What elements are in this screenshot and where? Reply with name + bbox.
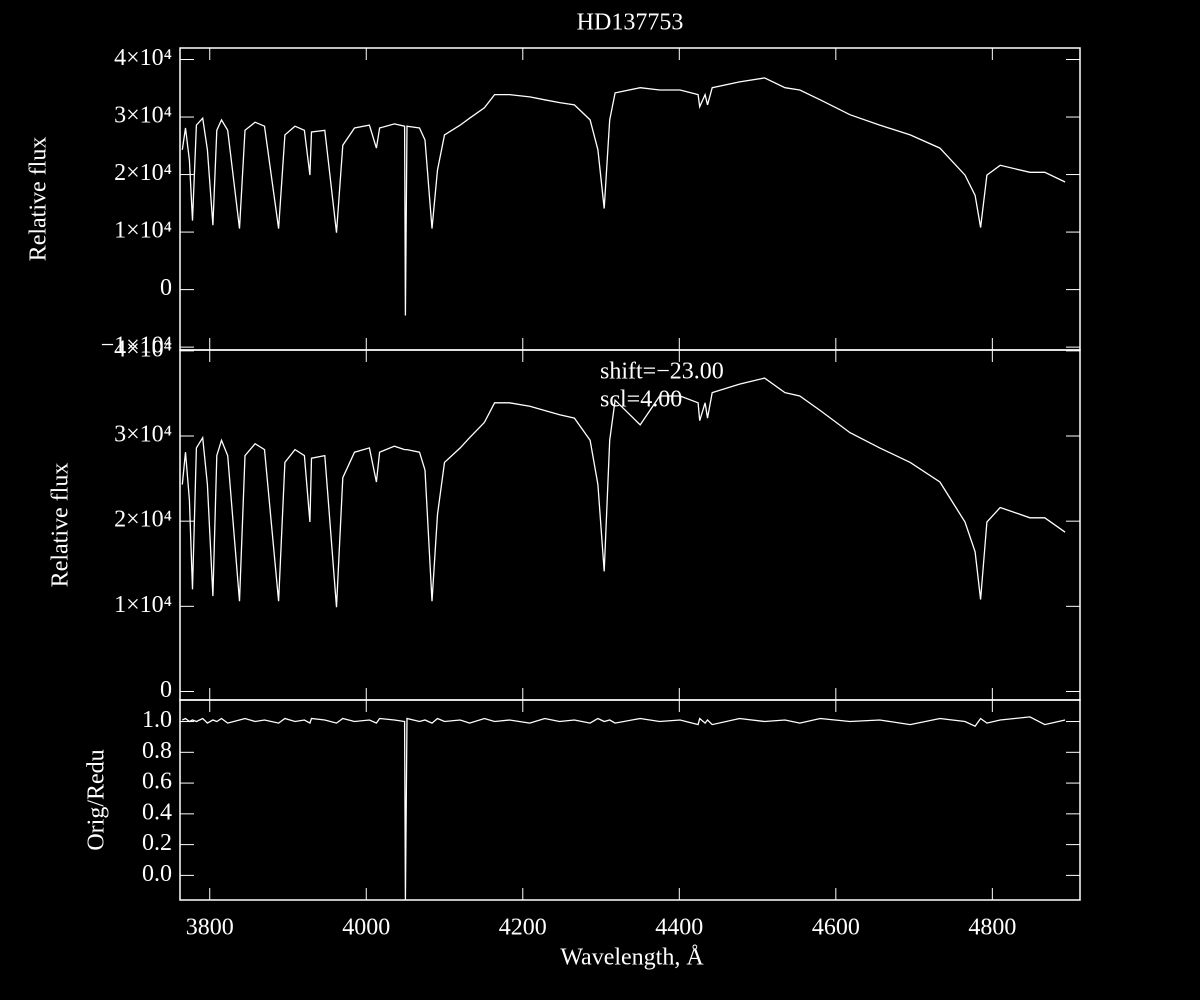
x-tick-label: 3800 [186,915,234,941]
y-tick-label: 3×10⁴ [114,422,172,448]
chart-title: HD137753 [577,10,684,36]
y-tick-label: 0.8 [142,738,172,764]
y-tick-label: 0 [160,275,172,301]
x-tick-label: 4800 [968,915,1016,941]
y-axis-label: Relative flux [26,137,52,262]
annotation: scl=4.00 [600,387,682,413]
x-axis-label: Wavelength, Å [560,945,704,971]
x-tick-label: 4400 [655,915,703,941]
y-tick-label: 0.6 [142,769,172,795]
y-axis-label: Relative flux [48,463,74,588]
y-tick-label: 0.2 [142,830,172,856]
plot-frame [179,699,1081,901]
y-tick-label: 1×10⁴ [114,592,172,618]
y-tick-label: 4×10⁴ [114,45,172,71]
y-tick-label: 2×10⁴ [114,507,172,533]
y-tick-label: 0.4 [142,799,172,825]
plot-frame [179,47,1081,351]
y-tick-label: −1×10⁴ [101,333,172,359]
spectrum-line [181,377,1066,608]
y-tick-label: 2×10⁴ [114,160,172,186]
y-tick-label: 0.0 [142,861,172,887]
y-axis-label: Orig/Redu [84,749,110,850]
y-tick-label: 4×10⁴ [114,336,172,362]
x-tick-label: 4600 [812,915,860,941]
y-tick-label: 0 [160,677,172,703]
spectrum-line [182,716,1066,901]
annotation: shift=−23.00 [600,359,724,385]
x-tick-label: 4200 [499,915,547,941]
y-tick-label: 1.0 [142,707,172,733]
x-tick-label: 4000 [342,915,390,941]
spectrum-line [181,77,1066,316]
y-tick-label: 1×10⁴ [114,218,172,244]
y-tick-label: 3×10⁴ [114,103,172,129]
